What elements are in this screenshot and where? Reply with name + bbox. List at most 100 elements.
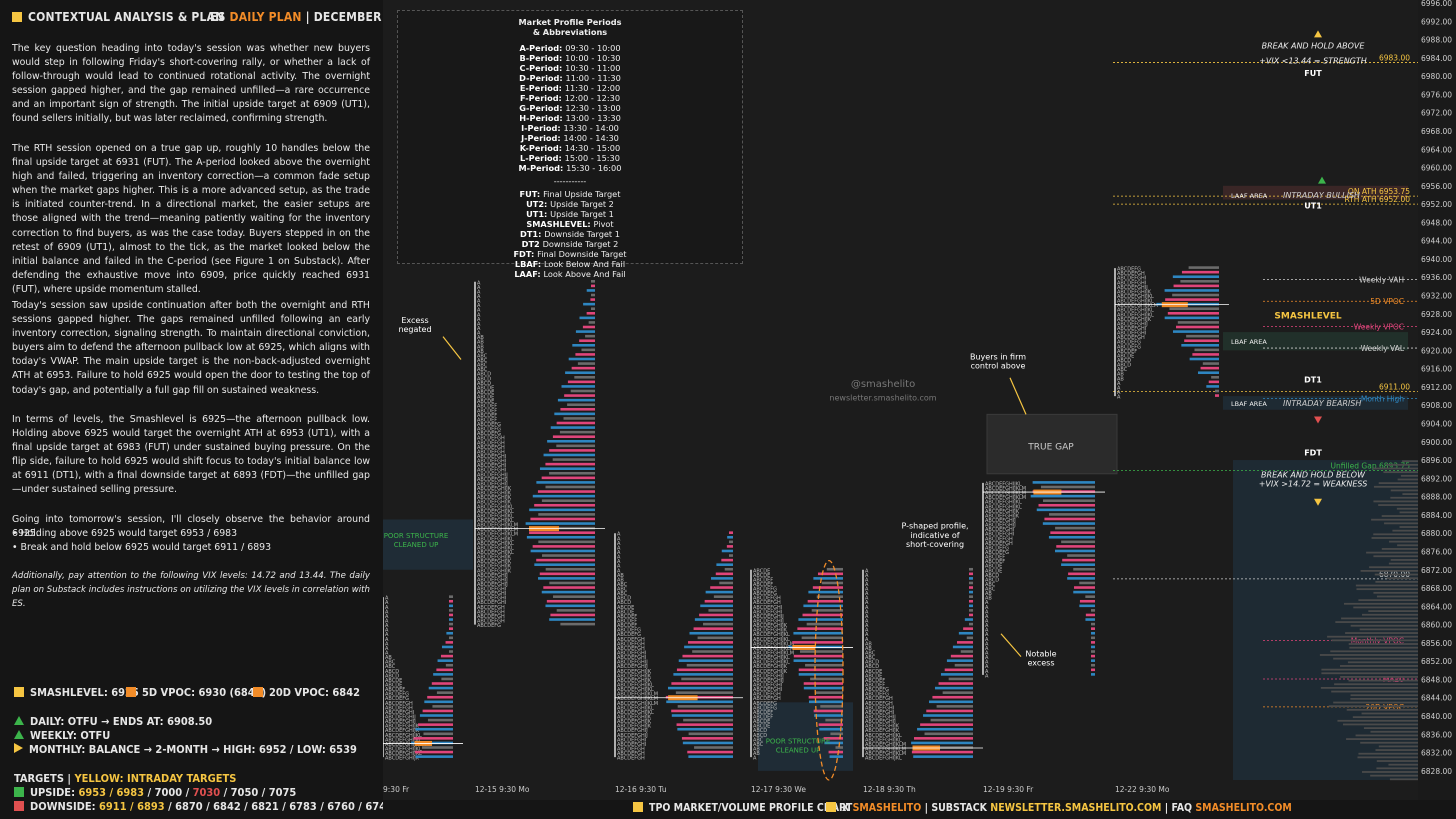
legend-abbr-key: UT1: xyxy=(526,209,551,219)
level-label: 6911.00 xyxy=(1379,383,1410,392)
volume-bar xyxy=(719,581,733,585)
footer-x-link[interactable]: SMASHELITO xyxy=(852,802,922,814)
downside-label: DOWNSIDE: xyxy=(30,800,96,813)
daily-text: DAILY: OTFU → ENDS AT: 6908.50 xyxy=(30,715,213,728)
price-tick-label: 6840.00 xyxy=(1421,712,1452,721)
composite-volume-bar xyxy=(1386,463,1418,466)
volume-bar xyxy=(824,741,843,745)
volume-bar xyxy=(565,371,595,375)
pshape-text: P-shaped profile, xyxy=(901,522,968,531)
poor-structure-text: CLEANED UP xyxy=(394,541,439,549)
volume-bar xyxy=(697,636,733,640)
volume-bar xyxy=(694,618,733,621)
volume-bar xyxy=(583,302,595,306)
volume-bar xyxy=(813,577,843,580)
tpo-letters: A xyxy=(385,637,389,643)
composite-volume-bar xyxy=(1392,529,1418,532)
tpo-letters: ABCDE xyxy=(385,683,402,689)
tpo-letters: ABCDEFG xyxy=(1117,340,1141,346)
tpo-letters: ABCDEFGH xyxy=(753,596,781,602)
ticker: ES xyxy=(210,10,226,24)
volume-bar xyxy=(536,481,595,484)
volume-bar xyxy=(950,654,973,658)
composite-volume-bar xyxy=(1390,489,1418,492)
fdt-label: FDT xyxy=(1304,448,1322,457)
price-tick-label: 6996.00 xyxy=(1421,0,1452,8)
footer-newsletter-link[interactable]: NEWSLETTER.SMASHELITO.COM xyxy=(990,802,1162,814)
price-tick-label: 6900.00 xyxy=(1421,438,1452,447)
time-tick-label: 12-22 9:30 Mo xyxy=(1115,785,1170,794)
tpo-letters: ABCDEFGHIJKL xyxy=(753,655,790,661)
legend-period-key: F-Period: xyxy=(519,93,565,103)
volume-bar xyxy=(432,705,453,708)
tpo-letters: A xyxy=(985,614,989,620)
legend-period-key: B-Period: xyxy=(519,53,566,63)
tpo-letters: ABCDE xyxy=(753,573,770,579)
volume-bar xyxy=(802,613,843,617)
tpo-letters: ABCDEFGHIJKLM xyxy=(1117,303,1158,309)
plan-label: DAILY PLAN xyxy=(229,10,302,24)
pshape-text: short-covering xyxy=(906,540,964,549)
volume-bar xyxy=(575,353,595,356)
targets-label: TARGETS xyxy=(14,772,64,785)
lbaf-zone xyxy=(1223,396,1408,410)
tomorrow-bullet-2: • Break and hold below 6925 would target… xyxy=(12,542,272,553)
volume-bar xyxy=(1049,513,1095,516)
price-tick-label: 6932.00 xyxy=(1421,292,1452,301)
volume-bar xyxy=(797,627,843,630)
tpo-letters: ABCDEFG xyxy=(753,591,777,597)
volume-bar xyxy=(819,727,843,731)
volume-bar xyxy=(549,581,595,585)
volume-bar xyxy=(724,567,733,571)
tpo-letters: ABCDEFGHIJKLM xyxy=(865,751,906,757)
volume-bar xyxy=(449,613,453,617)
volume-bar xyxy=(541,590,595,594)
volume-bar xyxy=(449,636,453,640)
volume-bar xyxy=(422,709,453,713)
legend-period-key: K-Period: xyxy=(519,143,565,153)
tpo-letters: ABCDEFGHIJ xyxy=(617,733,648,739)
volume-bar xyxy=(449,618,453,621)
volume-bar xyxy=(934,686,973,690)
volume-bar xyxy=(530,517,595,521)
upside-end: / 7050 / 7075 xyxy=(220,786,297,799)
composite-volume-bar xyxy=(1402,460,1418,463)
composite-volume-bar xyxy=(1321,672,1418,675)
volume-bar xyxy=(421,746,453,749)
tpo-letters: ABCDEFGHIJKLM xyxy=(753,651,794,657)
volume-bar xyxy=(803,682,843,685)
volume-bar xyxy=(560,622,595,626)
tpo-letters: ABC xyxy=(753,742,764,748)
paragraph-2: The RTH session opened on a true gap up,… xyxy=(12,143,370,295)
composite-volume-bar xyxy=(1347,661,1418,664)
targets-yellow-label: YELLOW: INTRADAY TARGETS xyxy=(74,772,237,785)
composite-volume-bar xyxy=(1320,686,1418,689)
composite-volume-bar xyxy=(1357,756,1418,759)
legend-period-time: 14:00 - 14:30 xyxy=(563,133,619,143)
volume-bar xyxy=(803,686,843,690)
true-gap-label: TRUE GAP xyxy=(1027,442,1074,452)
tpo-letters: ABCDEFGHIJKL xyxy=(1117,312,1154,318)
volume-bar xyxy=(711,577,733,580)
composite-volume-bar xyxy=(1400,474,1418,477)
lbaf-label: LBAF AREA xyxy=(1231,338,1267,346)
tpo-letters: ABC xyxy=(477,353,488,359)
tpo-letters: ABCDEFGHIJKL xyxy=(753,660,790,666)
tpo-letters: ABCDEFG xyxy=(385,696,409,702)
daily-key: DAILY: OTFU → ENDS AT: 6908.50 xyxy=(14,715,212,728)
tpo-letters: ABCDEFGH xyxy=(385,701,413,707)
price-tick-label: 6984.00 xyxy=(1421,54,1452,63)
tpo-letters: ABCDEFGH xyxy=(477,609,505,615)
composite-volume-bar xyxy=(1350,624,1418,627)
tpo-letters: ABCDEFGHIJKL xyxy=(1117,294,1154,300)
volume-bar xyxy=(1048,535,1095,539)
legend-abbr-row: DT1: Downside Target 1 xyxy=(398,229,742,239)
footer-faq-link[interactable]: SMASHELITO.COM xyxy=(1195,802,1292,814)
legend-divider: ----------- xyxy=(553,176,587,186)
price-tick-label: 6828.00 xyxy=(1421,767,1452,776)
volume-bar xyxy=(727,535,733,539)
volume-bar xyxy=(572,343,595,347)
tpo-letters: ABCDEFGH xyxy=(865,696,893,702)
vpoc20-key: 20D VPOC: 6842 xyxy=(253,686,360,699)
tpo-letters: ABCDE xyxy=(385,678,402,684)
